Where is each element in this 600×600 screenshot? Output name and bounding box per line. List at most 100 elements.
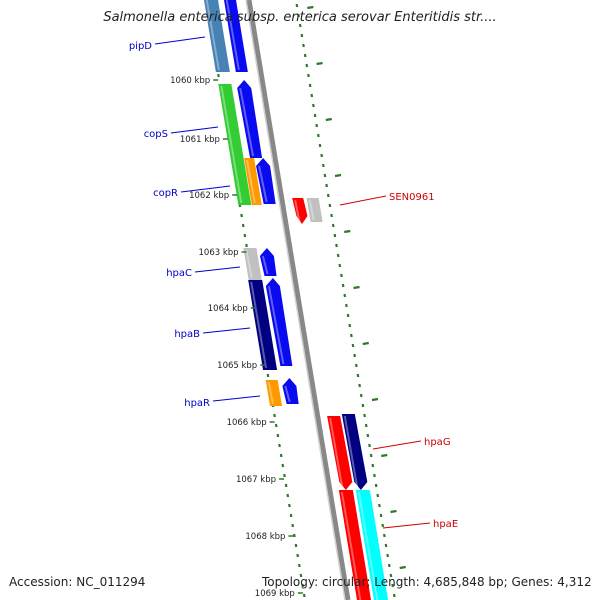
right-guide-dot	[308, 83, 312, 88]
position-label: 1067 kbp	[236, 475, 276, 485]
left-guide-dot	[284, 483, 288, 488]
left-guide-dot	[288, 503, 291, 508]
left-guide-dot	[266, 373, 270, 378]
right-guide-dash	[325, 117, 332, 122]
right-guide-dot	[321, 163, 325, 168]
right-guide-dot	[354, 363, 358, 368]
left-guide-dot	[299, 573, 303, 578]
left-guide-dot	[243, 233, 247, 238]
right-guide-dot	[351, 343, 355, 348]
left-guide-dot	[291, 523, 295, 528]
leader-line-pipD	[154, 36, 206, 45]
right-guide-dash	[316, 61, 323, 66]
right-guide-dot	[303, 53, 307, 58]
gene-bar-hpaG	[327, 416, 353, 490]
left-guide-dot	[296, 553, 299, 558]
genome-summary-text: Topology: circular; Length: 4,685,848 bp…	[262, 575, 592, 589]
gene-bar-shade	[308, 199, 315, 221]
left-guide-dot	[278, 443, 281, 448]
backbone-line	[246, 0, 351, 600]
map-title: Salmonella enterica subsp. enterica sero…	[103, 10, 497, 25]
right-guide-dot	[363, 413, 366, 418]
accession-text: Accession: NC_011294	[9, 575, 146, 589]
gene-label-hpaC: hpaC	[166, 268, 192, 279]
right-guide-dot	[318, 143, 322, 148]
right-guide-dash	[362, 341, 369, 346]
gene-bar-copR-strand	[256, 158, 276, 204]
left-guide-dot	[245, 243, 248, 248]
leader-line-SEN0961	[339, 195, 387, 206]
gene-label-SEN0961: SEN0961	[389, 192, 435, 203]
right-guide-dot	[384, 543, 388, 548]
left-guide-dot	[240, 213, 243, 218]
right-guide-dash	[353, 285, 360, 290]
gene-bar-shade	[261, 255, 269, 275]
gene-bar-shade	[258, 165, 268, 203]
right-guide-dot	[328, 203, 332, 208]
gene-bar-shade	[220, 85, 243, 204]
position-label: 1064 kbp	[208, 304, 248, 314]
leader-line-hpaE	[382, 522, 431, 529]
right-guide-dot	[350, 333, 353, 338]
right-guide-dot	[312, 103, 315, 108]
right-guide-dot	[326, 193, 330, 198]
gene-label-hpaR: hpaR	[184, 398, 210, 409]
right-guide-dot	[300, 33, 304, 38]
right-guide-dot	[348, 323, 352, 328]
gene-bar-shade	[239, 87, 255, 157]
right-guide-dot	[297, 13, 300, 18]
gene-bar-shade	[245, 249, 253, 279]
right-guide-dot	[383, 533, 386, 538]
gene-bar-copS	[218, 84, 252, 205]
left-guide-dot	[279, 453, 283, 458]
right-guide-dot	[387, 563, 391, 568]
right-guide-dot	[320, 153, 323, 158]
right-guide-dot	[373, 473, 376, 478]
position-label: 1062 kbp	[189, 191, 229, 201]
gene-label-hpaE: hpaE	[433, 519, 458, 530]
gene-bar-hpaB-strand	[265, 278, 293, 366]
gene-label-hpaB: hpaB	[174, 329, 200, 340]
right-guide-dot	[323, 173, 327, 178]
gene-bar-shade	[343, 415, 359, 489]
right-guide-dot	[331, 223, 335, 228]
gene-bar-shade	[329, 417, 344, 489]
right-guide-dot	[358, 383, 361, 388]
gene-bar-shade	[246, 159, 256, 204]
right-guide-dot	[364, 423, 368, 428]
right-guide-dot	[381, 523, 385, 528]
right-guide-dot	[371, 463, 375, 468]
leader-line-hpaB	[202, 327, 251, 334]
left-guide-dot	[289, 513, 293, 518]
right-guide-dot	[389, 573, 393, 578]
left-guide-dot	[276, 433, 280, 438]
right-guide-dot	[295, 3, 299, 8]
right-guide-dot	[333, 233, 337, 238]
gene-bar-hpaG-strand	[341, 414, 368, 490]
right-guide-dot	[346, 313, 350, 318]
gene-bar-shade	[250, 281, 268, 369]
right-guide-dot	[325, 183, 328, 188]
gene-bar-shade	[357, 491, 379, 600]
right-guide-dot	[392, 593, 396, 598]
right-guide-dash	[334, 173, 342, 178]
right-guide-dot	[359, 393, 363, 398]
right-guide-dot	[374, 483, 378, 488]
gene-bar-shade	[284, 385, 291, 403]
right-guide-dot	[298, 23, 302, 28]
left-guide-dot	[283, 473, 286, 478]
gene-bar-shade	[294, 199, 301, 223]
left-guide-dot	[302, 593, 306, 598]
right-guide-dot	[307, 73, 310, 78]
backbone	[245, 0, 351, 600]
gene-label-pipD: pipD	[129, 41, 152, 52]
right-guide-dot	[302, 43, 305, 48]
right-guide-dot	[391, 583, 394, 588]
gene-bar-shade	[267, 285, 285, 365]
gene-bar-SEN0961	[292, 198, 308, 224]
right-guide-dot	[378, 503, 381, 508]
left-guide-dot	[273, 413, 276, 418]
right-guide-dot	[313, 113, 317, 118]
position-label: 1061 kbp	[180, 135, 220, 145]
leader-line-hpaC	[194, 266, 241, 273]
